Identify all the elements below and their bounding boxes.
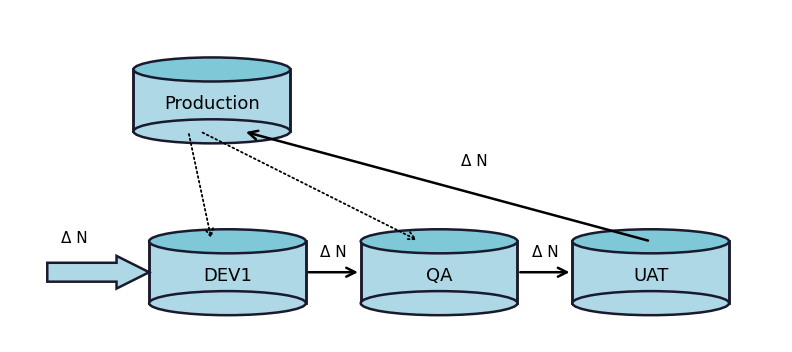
Bar (360, 241, 517, 303)
Ellipse shape (573, 229, 729, 253)
Ellipse shape (360, 291, 517, 315)
Ellipse shape (573, 291, 729, 315)
FancyArrow shape (48, 256, 149, 289)
Ellipse shape (149, 229, 306, 253)
Text: Δ N: Δ N (62, 232, 88, 246)
Text: DEV1: DEV1 (203, 267, 252, 285)
Ellipse shape (134, 57, 290, 82)
Text: Δ N: Δ N (320, 245, 347, 260)
Ellipse shape (360, 229, 517, 253)
Text: Δ N: Δ N (461, 154, 488, 169)
Bar (573, 241, 729, 303)
Bar (134, 69, 290, 131)
Ellipse shape (134, 119, 290, 143)
Text: QA: QA (426, 267, 452, 285)
Bar (149, 241, 306, 303)
Text: UAT: UAT (633, 267, 668, 285)
Text: Production: Production (164, 95, 260, 113)
Text: Δ N: Δ N (531, 245, 558, 260)
Ellipse shape (149, 291, 306, 315)
